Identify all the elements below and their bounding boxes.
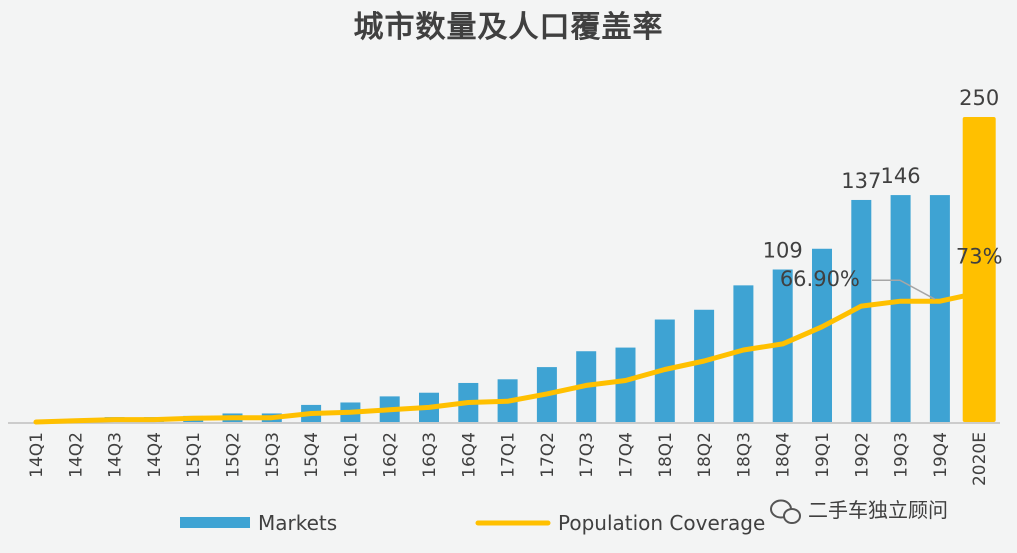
- x-tick-15Q1: 15Q1: [184, 432, 204, 478]
- x-tick-14Q1: 14Q1: [27, 432, 47, 478]
- x-tick-19Q1: 19Q1: [813, 432, 833, 478]
- legend-label-population-coverage: Population Coverage: [558, 511, 765, 535]
- x-tick-18Q3: 18Q3: [734, 432, 754, 478]
- series-line-population-coverage: [33, 290, 982, 425]
- x-tick-15Q4: 15Q4: [302, 432, 322, 478]
- x-tick-19Q3: 19Q3: [892, 432, 912, 478]
- x-tick-2020E: 2020E: [970, 432, 990, 486]
- x-tick-17Q3: 17Q3: [577, 432, 597, 478]
- x-tick-18Q2: 18Q2: [695, 432, 715, 478]
- legend: Markets Population Coverage: [180, 511, 765, 535]
- bar-19Q4: [929, 195, 950, 422]
- watermark: 二手车独立顾问: [770, 498, 948, 524]
- x-tick-16Q1: 16Q1: [341, 432, 361, 478]
- x-tick-18Q4: 18Q4: [774, 432, 794, 478]
- x-tick-14Q4: 14Q4: [145, 432, 165, 478]
- x-tick-18Q1: 18Q1: [656, 432, 676, 478]
- bar-18Q3: [733, 285, 754, 422]
- x-tick-15Q2: 15Q2: [224, 432, 244, 478]
- data-label-2020E-markets: 250: [959, 86, 999, 110]
- bar-19Q2: [851, 199, 872, 422]
- data-label-2020E-coverage: 73%: [956, 245, 1003, 269]
- bars-layer: [65, 117, 996, 422]
- x-tick-17Q1: 17Q1: [499, 432, 519, 478]
- x-tick-17Q4: 17Q4: [617, 432, 637, 478]
- legend-swatch-markets: [180, 517, 250, 528]
- legend-label-markets: Markets: [258, 511, 337, 535]
- x-tick-16Q4: 16Q4: [459, 432, 479, 478]
- data-label-19Q2-markets: 137: [841, 169, 881, 193]
- wechat-icon: [770, 499, 801, 524]
- data-labels: 109 137 146 250 66.90% 73%: [763, 86, 1003, 300]
- leader-line: [871, 279, 936, 300]
- x-tick-15Q3: 15Q3: [263, 432, 283, 478]
- x-tick-14Q3: 14Q3: [106, 432, 126, 478]
- bar-17Q4: [615, 347, 636, 422]
- data-label-19Q4-coverage: 66.90%: [780, 267, 860, 291]
- bar-19Q1: [812, 248, 832, 422]
- data-label-19Q3-markets: 146: [881, 164, 921, 188]
- x-tick-17Q2: 17Q2: [538, 432, 558, 478]
- x-tick-14Q2: 14Q2: [66, 432, 86, 478]
- bar-2020E: [962, 117, 996, 422]
- chart-title: 城市数量及人口覆盖率: [353, 10, 664, 45]
- x-tick-labels: 14Q1 14Q2 14Q3 14Q4 15Q1 15Q2 15Q3 15Q4 16Q1 16Q2…: [27, 432, 990, 486]
- x-tick-19Q2: 19Q2: [852, 432, 872, 478]
- bar-19Q3: [890, 195, 911, 422]
- x-tick-19Q4: 19Q4: [931, 432, 951, 478]
- bar-18Q2: [694, 309, 715, 422]
- x-tick-16Q3: 16Q3: [420, 432, 440, 478]
- watermark-text: 二手车独立顾问: [808, 498, 948, 522]
- x-tick-16Q2: 16Q2: [381, 432, 401, 478]
- data-label-18Q4-markets: 109: [763, 239, 803, 263]
